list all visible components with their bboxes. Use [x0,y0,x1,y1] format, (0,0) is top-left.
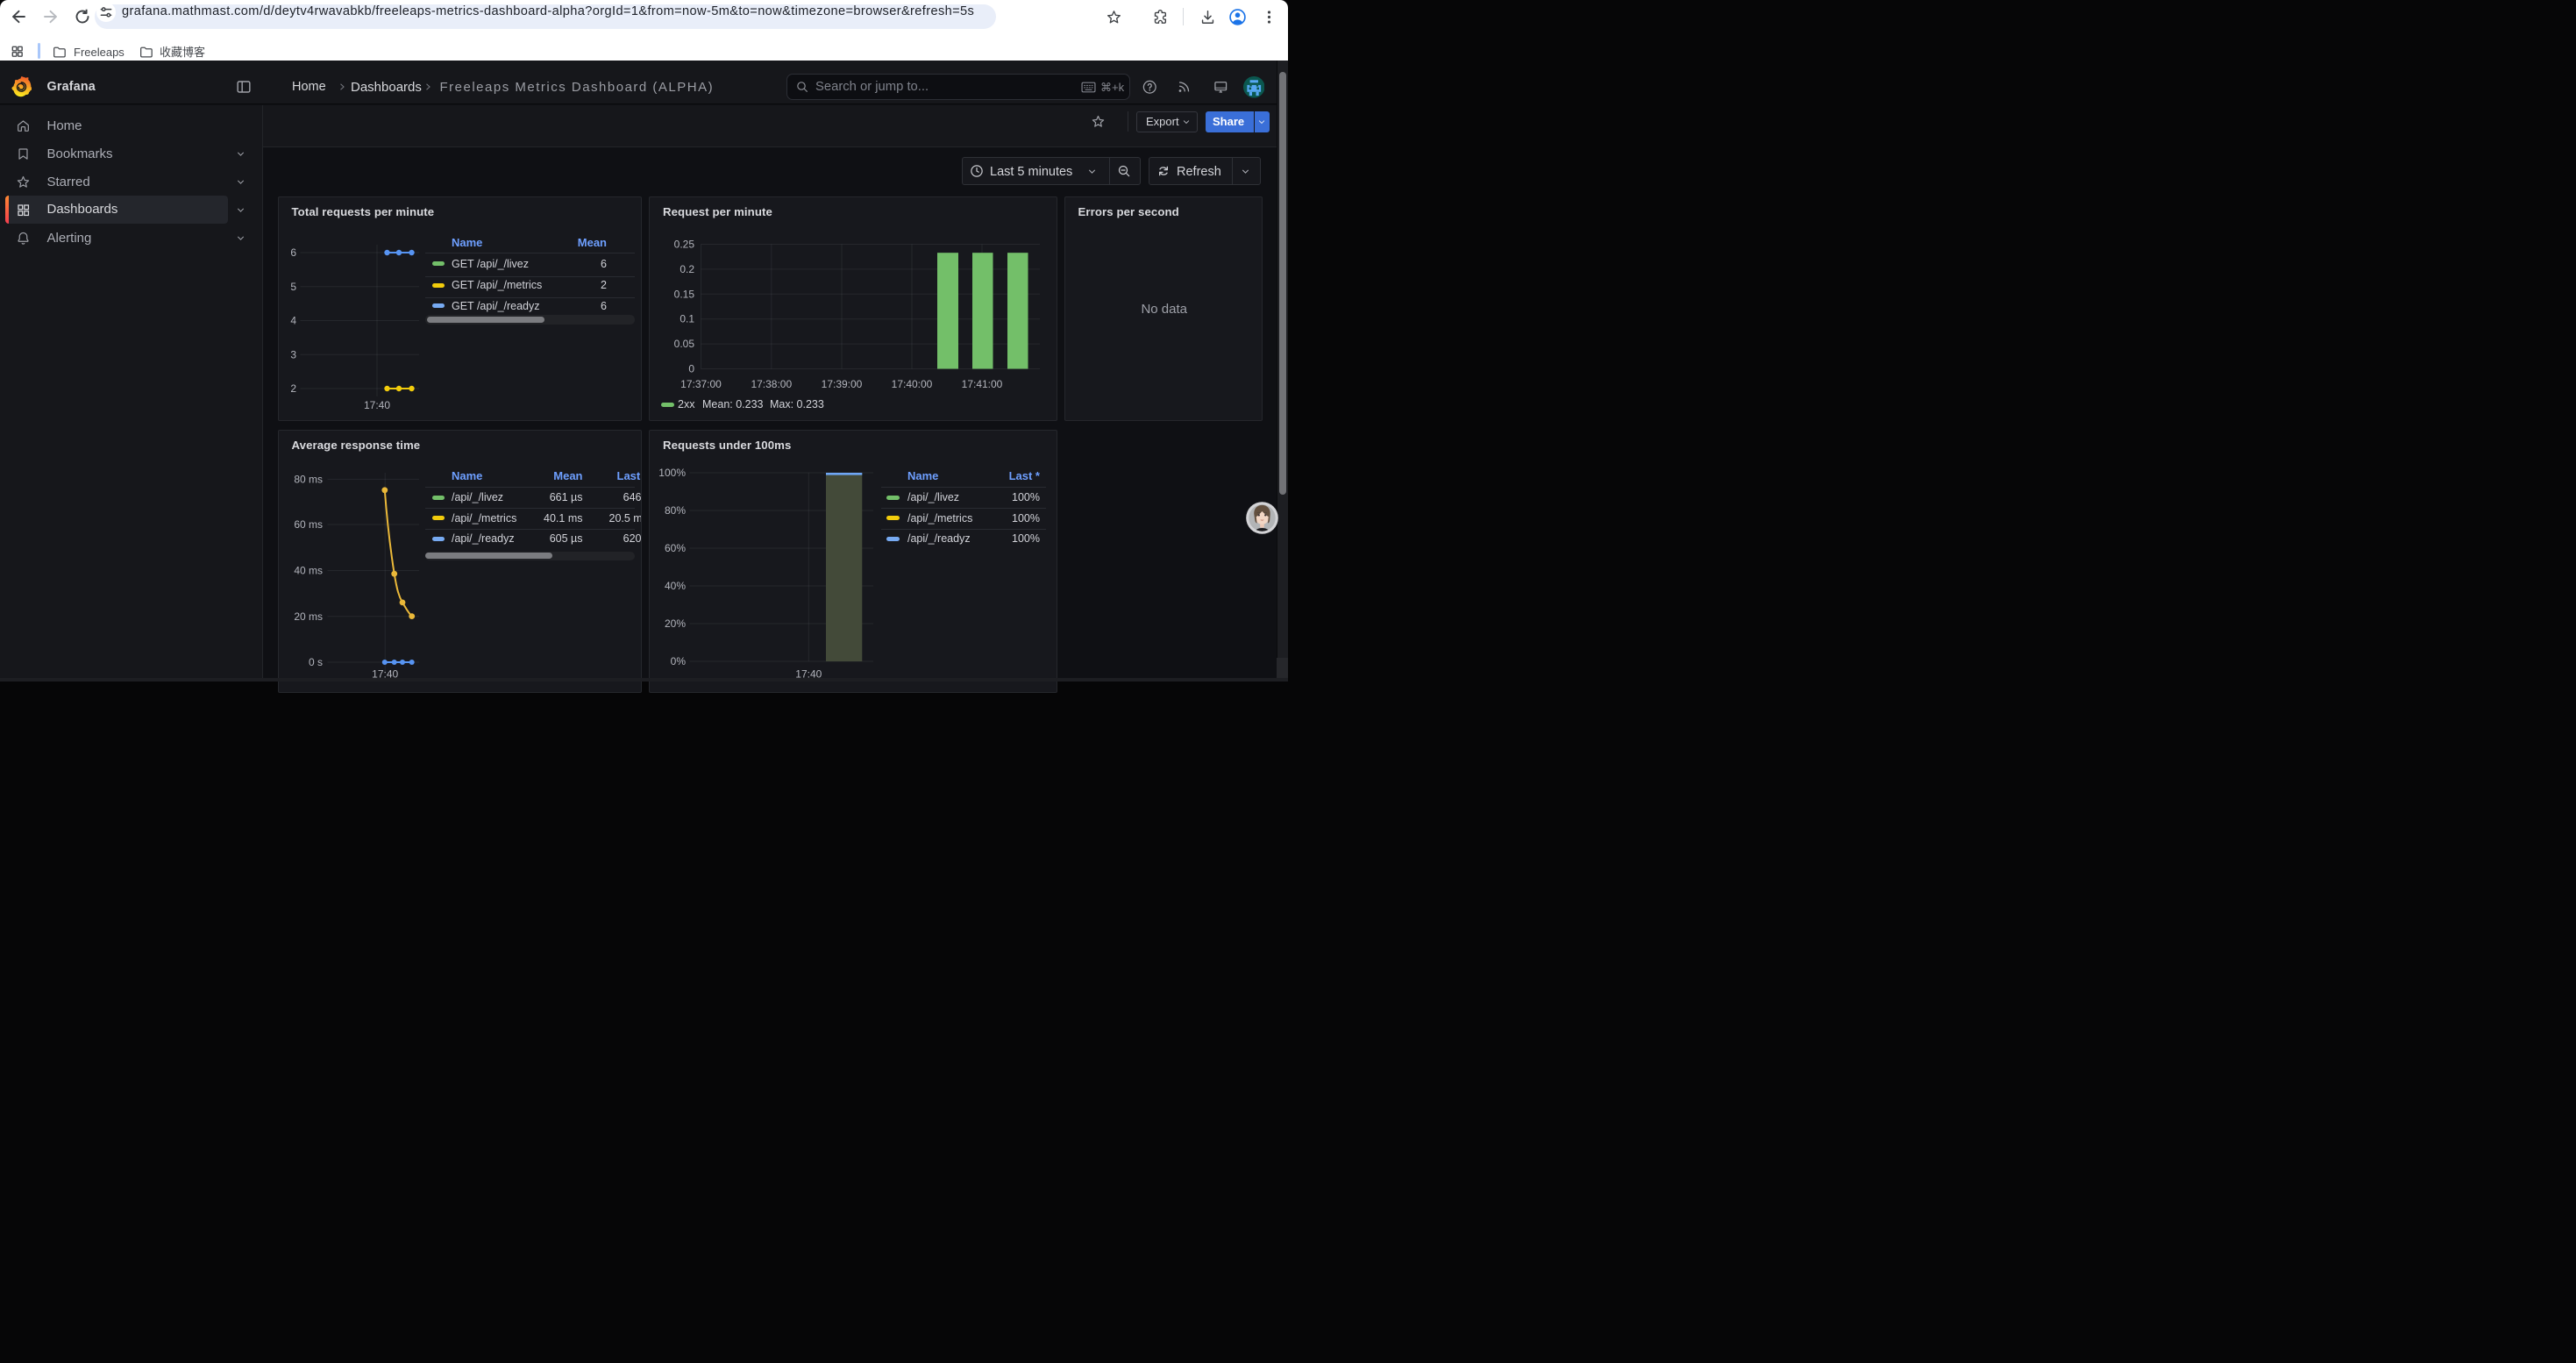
svg-text:0.25: 0.25 [674,238,695,250]
svg-text:100%: 100% [658,467,686,479]
svg-text:40 ms: 40 ms [294,565,323,577]
svg-text:40%: 40% [665,580,686,592]
svg-text:17:39:00: 17:39:00 [822,378,863,390]
svg-text:17:38:00: 17:38:00 [751,378,792,390]
svg-text:0 s: 0 s [308,656,322,668]
svg-text:17:40: 17:40 [795,668,822,681]
svg-text:20 ms: 20 ms [294,610,323,623]
svg-text:0.15: 0.15 [674,288,695,300]
svg-text:17:40: 17:40 [372,668,398,681]
svg-text:17:40: 17:40 [363,399,389,411]
svg-text:0.05: 0.05 [674,338,695,350]
svg-text:3: 3 [290,348,296,360]
svg-text:17:41:00: 17:41:00 [962,378,1003,390]
svg-text:20%: 20% [665,617,686,630]
svg-text:17:37:00: 17:37:00 [680,378,722,390]
svg-text:0%: 0% [671,655,687,667]
svg-text:80 ms: 80 ms [294,473,323,485]
svg-text:17:40:00: 17:40:00 [892,378,933,390]
svg-text:0.2: 0.2 [680,262,694,275]
svg-text:5: 5 [290,280,296,292]
svg-text:2: 2 [290,382,296,395]
svg-text:4: 4 [290,314,296,326]
svg-text:0: 0 [688,362,694,375]
svg-text:60 ms: 60 ms [294,518,323,531]
svg-text:80%: 80% [665,504,686,517]
svg-text:0.1: 0.1 [680,312,694,325]
svg-text:60%: 60% [665,542,686,554]
svg-text:6: 6 [290,246,296,259]
